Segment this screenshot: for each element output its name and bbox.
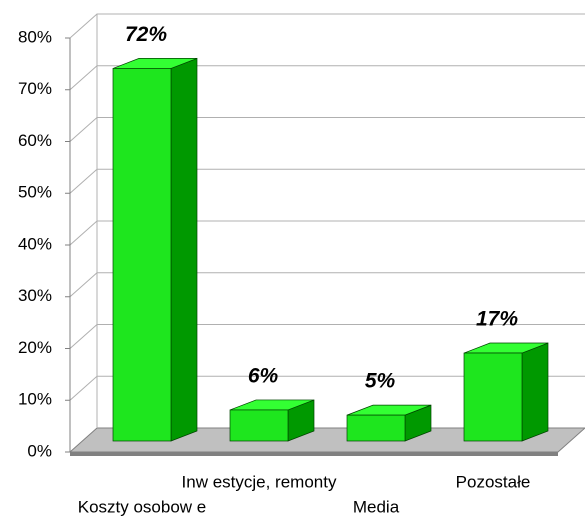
- x-tick-label: Koszty osobow e: [78, 497, 207, 516]
- x-tick-label: Pozostałe: [456, 472, 531, 491]
- value-label: 17%: [476, 308, 518, 331]
- bar: [346, 414, 406, 442]
- x-tick-label: Media: [353, 497, 400, 516]
- bar-side: [521, 342, 549, 442]
- y-tick-label: 70%: [18, 79, 52, 98]
- value-label: 72%: [125, 23, 167, 46]
- y-tick-label: 10%: [18, 390, 52, 409]
- y-tick-label: 60%: [18, 131, 52, 150]
- floor-edge: [70, 452, 558, 456]
- y-tick-label: 50%: [18, 183, 52, 202]
- value-label: 6%: [248, 364, 279, 387]
- bar: [112, 68, 172, 442]
- bar: [229, 409, 289, 442]
- y-tick-label: 40%: [18, 234, 52, 253]
- bar: [463, 352, 523, 442]
- value-label: 5%: [365, 370, 396, 393]
- y-tick-label: 20%: [18, 338, 52, 357]
- y-tick-label: 30%: [18, 286, 52, 305]
- y-tick-label: 0%: [27, 441, 52, 460]
- x-tick-label: Inw estycje, remonty: [182, 472, 337, 491]
- y-tick-label: 80%: [18, 27, 52, 46]
- bar-side: [170, 57, 198, 442]
